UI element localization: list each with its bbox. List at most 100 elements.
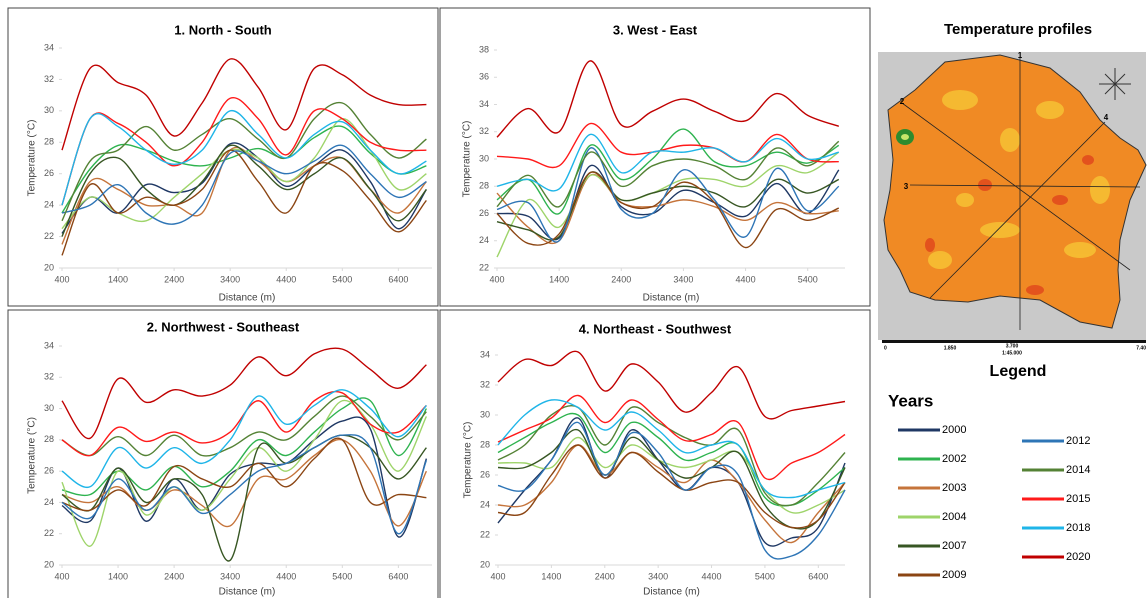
chart-title: 4. Northeast - Southwest (579, 321, 732, 336)
x-tick-label: 4400 (276, 571, 296, 581)
x-axis-label: Distance (m) (219, 587, 276, 598)
y-tick-label: 24 (480, 499, 490, 509)
y-tick-label: 20 (44, 262, 54, 272)
legend-label: 2012 (1066, 435, 1090, 447)
map-green-spot (901, 134, 909, 140)
legend-label: 2015 (1066, 493, 1090, 505)
y-tick-label: 22 (479, 262, 489, 272)
y-axis-label: Temperature (°C) (463, 422, 474, 499)
y-tick-label: 20 (44, 559, 54, 569)
legend-label: 2003 (942, 482, 966, 494)
x-tick-label: 3400 (673, 274, 693, 284)
series-line (498, 351, 845, 419)
chart-title: 3. West - East (613, 22, 698, 37)
y-tick-label: 34 (44, 42, 54, 52)
y-tick-label: 24 (479, 235, 489, 245)
y-tick-label: 32 (44, 74, 54, 84)
y-tick-label: 32 (44, 372, 54, 382)
x-tick-label: 6400 (388, 571, 408, 581)
y-tick-label: 26 (480, 469, 490, 479)
y-tick-label: 24 (44, 497, 54, 507)
series-line (497, 61, 839, 137)
x-axis-label: Distance (m) (643, 293, 700, 304)
profile-label: 3 (904, 182, 909, 191)
legend-label: 2018 (1066, 522, 1090, 534)
legend-label: 2020 (1066, 551, 1090, 563)
x-tick-label: 400 (54, 571, 69, 581)
x-tick-label: 4400 (276, 274, 296, 284)
x-tick-label: 6400 (388, 274, 408, 284)
legend-label: 2014 (1066, 464, 1090, 476)
y-tick-label: 26 (479, 208, 489, 218)
scale-label: 3.700 (1006, 343, 1019, 349)
x-tick-label: 1400 (108, 571, 128, 581)
y-tick-label: 30 (480, 409, 490, 419)
y-tick-label: 28 (479, 181, 489, 191)
legend-label: 2000 (942, 424, 966, 436)
x-tick-label: 4400 (736, 274, 756, 284)
panel-border (440, 310, 870, 598)
x-tick-label: 5400 (755, 571, 775, 581)
legend-label: 2009 (942, 569, 966, 581)
legend-label: 2007 (942, 540, 966, 552)
series-line (498, 406, 845, 506)
x-tick-label: 400 (490, 571, 505, 581)
x-tick-label: 3400 (648, 571, 668, 581)
y-tick-label: 32 (480, 379, 490, 389)
y-tick-label: 34 (479, 99, 489, 109)
x-tick-label: 6400 (808, 571, 828, 581)
scale-label: 0 (884, 345, 887, 351)
profile-label: 1 (1018, 51, 1023, 60)
y-tick-label: 38 (479, 44, 489, 54)
y-tick-label: 28 (480, 439, 490, 449)
x-tick-label: 2400 (611, 274, 631, 284)
series-line (498, 445, 845, 528)
x-tick-label: 2400 (164, 274, 184, 284)
x-tick-label: 5400 (798, 274, 818, 284)
x-tick-label: 5400 (332, 571, 352, 581)
y-tick-label: 24 (44, 200, 54, 210)
x-tick-label: 4400 (702, 571, 722, 581)
x-tick-label: 1400 (541, 571, 561, 581)
y-tick-label: 26 (44, 466, 54, 476)
x-tick-label: 400 (489, 274, 504, 284)
panel-border (8, 8, 438, 306)
y-tick-label: 28 (44, 137, 54, 147)
series-line (498, 395, 845, 479)
x-tick-label: 3400 (220, 571, 240, 581)
scale-label: 1.850 (944, 345, 957, 351)
series-line (62, 417, 426, 537)
x-tick-label: 5400 (332, 274, 352, 284)
y-tick-label: 22 (44, 528, 54, 538)
map-title: Temperature profiles (944, 21, 1092, 38)
y-tick-label: 20 (480, 559, 490, 569)
y-tick-label: 28 (44, 434, 54, 444)
y-tick-label: 34 (480, 349, 490, 359)
legend-heading: Years (888, 391, 933, 410)
series-line (498, 438, 845, 514)
legend-title: Legend (990, 363, 1047, 380)
series-line (62, 435, 426, 534)
scale-label: 7.40 (1136, 345, 1146, 351)
y-tick-label: 32 (479, 126, 489, 136)
series-line (62, 145, 426, 236)
legend-label: 2004 (942, 511, 966, 523)
map (878, 52, 1146, 343)
y-axis-label: Temperature (°C) (27, 120, 38, 197)
x-tick-label: 3400 (220, 274, 240, 284)
series-line (497, 174, 839, 243)
legend-label: 2002 (942, 453, 966, 465)
y-axis-label: Temperature (°C) (27, 417, 38, 494)
y-tick-label: 30 (479, 153, 489, 163)
figure: Temperature profiles Legend Years 1. Nor… (0, 0, 1148, 598)
y-tick-label: 22 (44, 231, 54, 241)
y-tick-label: 34 (44, 340, 54, 350)
y-tick-label: 30 (44, 105, 54, 115)
x-tick-label: 2400 (164, 571, 184, 581)
x-axis-label: Distance (m) (219, 293, 276, 304)
x-tick-label: 2400 (595, 571, 615, 581)
y-tick-label: 26 (44, 168, 54, 178)
y-tick-label: 22 (480, 529, 490, 539)
series-line (497, 148, 839, 242)
y-tick-label: 30 (44, 403, 54, 413)
